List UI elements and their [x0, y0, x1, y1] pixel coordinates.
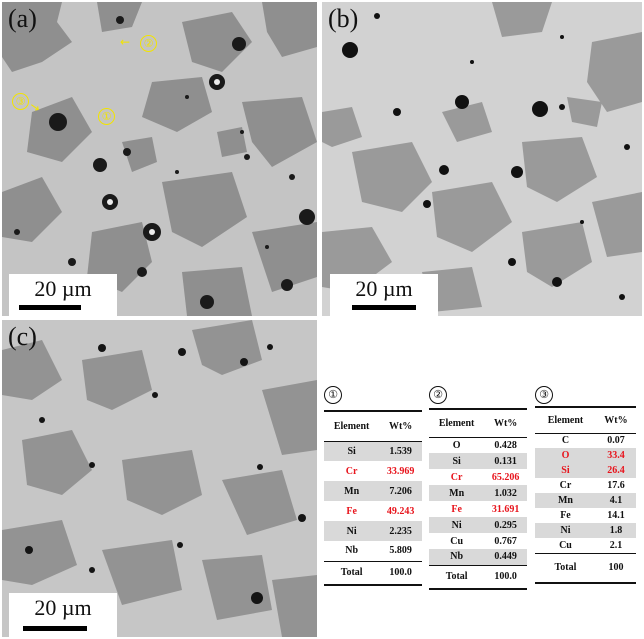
eds-table-3: Element Wt% C 0.07 O 33.4 Si 26.4 Cr 17.6 Mn… [535, 406, 636, 584]
cell-el: Nb [345, 545, 359, 557]
cell-el: Ni [324, 521, 380, 541]
cell-wt: 31.691 [491, 503, 520, 515]
panel-label-c: (c) [8, 322, 37, 351]
cell-wt: 7.206 [379, 481, 422, 501]
cell-el: Fe [346, 505, 357, 517]
cell-wt: 0.428 [494, 439, 517, 451]
total-label: Total [535, 552, 596, 584]
cell-el: Fe [451, 503, 462, 515]
cell-el: Cr [345, 465, 358, 477]
header-wt: Wt% [484, 408, 527, 438]
cell-el: Cr [559, 480, 572, 491]
cell-wt: 5.809 [389, 545, 412, 557]
cell-wt: 1.539 [379, 441, 422, 461]
cell-wt: 2.235 [379, 521, 422, 541]
panel-label-a: (a) [8, 4, 37, 33]
cell-el: Si [324, 441, 380, 461]
cell-el: Nb [429, 549, 485, 565]
scale-bar-b: 20 µm [330, 274, 438, 316]
cell-wt: 26.4 [595, 463, 636, 478]
scale-label-b: 20 µm [355, 276, 413, 301]
arrow-2-icon: ← [120, 35, 131, 49]
eds-table-point-1: ① Element Wt% Si 1.539 Cr 33.969 Mn 7.206 F… [324, 386, 422, 616]
point-marker-2: ② [140, 35, 157, 52]
scale-bar-c: 20 µm [9, 593, 117, 637]
point-marker-1: ① [98, 108, 115, 125]
cell-wt: 0.449 [484, 549, 527, 565]
cell-el: Si [429, 453, 485, 469]
cell-wt: 17.6 [607, 480, 625, 491]
cell-wt: 2.1 [609, 539, 623, 551]
header-wt: Wt% [595, 406, 636, 434]
scale-label-a: 20 µm [34, 276, 92, 301]
cell-wt: 4.1 [595, 493, 636, 508]
cell-el: O [535, 448, 596, 463]
cell-el: Cr [450, 471, 463, 483]
eds-table-1: Element Wt% Si 1.539 Cr 33.969 Mn 7.206 Fe 4… [324, 410, 422, 586]
panel-a-microstructure [2, 2, 317, 316]
cell-wt: 0.295 [484, 517, 527, 533]
eds-table-2: Element Wt% O 0.428 Si 0.131 Cr 65.206 Mn 1.… [429, 408, 527, 590]
scale-line-a [19, 305, 81, 310]
table-title-2: ② [429, 386, 447, 404]
cell-el: Cu [450, 535, 464, 547]
cell-wt: 14.1 [607, 510, 625, 521]
eds-table-point-2: ② Element Wt% O 0.428 Si 0.131 Cr 65.206 Mn… [429, 386, 527, 616]
cell-el: Mn [324, 481, 380, 501]
micrograph-panel-a: (a) ① ← ② ③ → 20 µm [2, 2, 317, 316]
table-title-3: ③ [535, 386, 553, 404]
cell-el: Ni [429, 517, 485, 533]
header-element: Element [324, 410, 380, 442]
point-marker-3: ③ [12, 93, 29, 110]
total-label: Total [324, 560, 380, 586]
cell-el: C [561, 435, 570, 447]
cell-wt: 65.206 [491, 471, 520, 483]
micrograph-panel-b: (b) 20 µm [322, 2, 642, 316]
total-value: 100 [595, 552, 636, 584]
scale-line-c [23, 626, 87, 631]
header-wt: Wt% [379, 410, 422, 442]
cell-wt: 0.131 [484, 453, 527, 469]
panel-c-microstructure [2, 320, 317, 637]
cell-wt: 33.969 [386, 465, 415, 477]
cell-el: Si [535, 463, 596, 478]
cell-el: Fe [560, 510, 571, 521]
cell-el: Cu [559, 539, 572, 551]
cell-wt: 0.767 [494, 535, 517, 547]
cell-el: Mn [429, 485, 485, 501]
cell-wt: 1.8 [595, 523, 636, 538]
total-value: 100.0 [379, 560, 422, 586]
total-value: 100.0 [484, 564, 527, 590]
panel-label-b: (b) [328, 4, 359, 33]
header-element: Element [429, 408, 485, 438]
scale-label-c: 20 µm [34, 595, 92, 620]
header-element: Element [535, 406, 596, 434]
cell-wt: 1.032 [484, 485, 527, 501]
table-title-1: ① [324, 386, 342, 404]
panel-b-microstructure [322, 2, 642, 312]
cell-el: O [452, 439, 461, 451]
scale-bar-a: 20 µm [9, 274, 117, 316]
eds-table-point-3: ③ Element Wt% C 0.07 O 33.4 Si 26.4 Cr 17.6 … [535, 386, 636, 616]
cell-wt: 0.07 [607, 435, 625, 447]
micrograph-panel-c: (c) 20 µm [2, 320, 317, 637]
total-label: Total [429, 564, 485, 590]
cell-el: Mn [535, 493, 596, 508]
cell-wt: 33.4 [595, 448, 636, 463]
scale-line-b [352, 305, 416, 310]
cell-wt: 49.243 [386, 505, 415, 517]
cell-el: Ni [535, 523, 596, 538]
